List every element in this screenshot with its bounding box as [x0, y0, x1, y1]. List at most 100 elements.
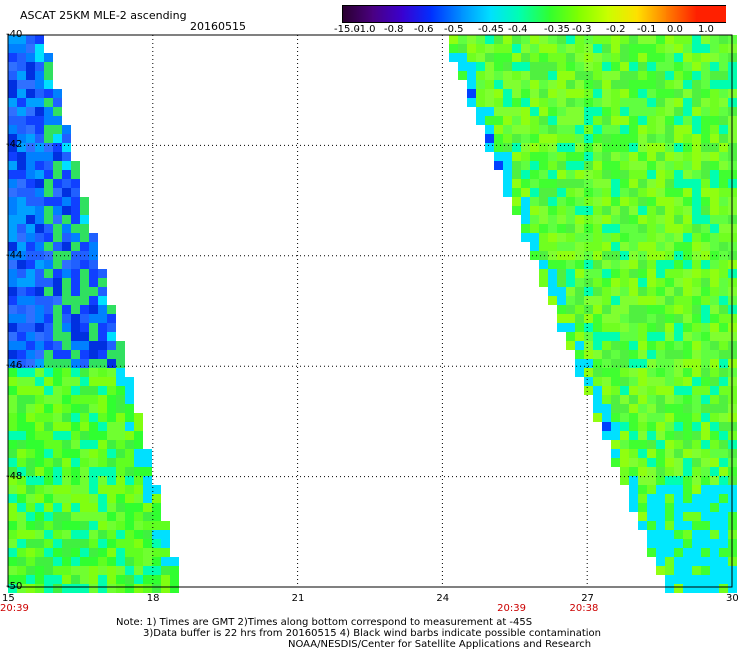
- swath-pixel: [683, 287, 692, 296]
- swath-pixel: [674, 125, 683, 134]
- swath-pixel: [107, 584, 116, 593]
- swath-pixel: [35, 278, 44, 287]
- swath-pixel: [692, 179, 701, 188]
- swath-pixel: [26, 161, 35, 170]
- swath-pixel: [692, 260, 701, 269]
- swath-pixel: [719, 89, 728, 98]
- swath-pixel: [710, 296, 719, 305]
- swath-pixel: [35, 395, 44, 404]
- swath-pixel: [17, 548, 26, 557]
- swath-pixel: [701, 314, 710, 323]
- swath-pixel: [512, 125, 521, 134]
- swath-pixel: [575, 251, 584, 260]
- swath-pixel: [593, 341, 602, 350]
- swath-pixel: [656, 458, 665, 467]
- swath-pixel: [26, 305, 35, 314]
- swath-pixel: [71, 179, 80, 188]
- swath-pixel: [89, 287, 98, 296]
- swath-pixel: [656, 143, 665, 152]
- swath-pixel: [611, 377, 620, 386]
- swath-pixel: [530, 134, 539, 143]
- swath-pixel: [701, 377, 710, 386]
- swath-pixel: [26, 377, 35, 386]
- swath-pixel: [62, 566, 71, 575]
- swath-pixel: [98, 431, 107, 440]
- swath-pixel: [89, 494, 98, 503]
- swath-pixel: [665, 386, 674, 395]
- swath-pixel: [665, 521, 674, 530]
- swath-pixel: [710, 548, 719, 557]
- swath-pixel: [647, 377, 656, 386]
- swath-pixel: [593, 35, 602, 44]
- swath-pixel: [89, 530, 98, 539]
- swath-pixel: [674, 368, 683, 377]
- swath-pixel: [665, 170, 674, 179]
- swath-pixel: [134, 458, 143, 467]
- swath-pixel: [89, 503, 98, 512]
- swath-pixel: [53, 98, 62, 107]
- swath-pixel: [593, 278, 602, 287]
- swath-pixel: [584, 323, 593, 332]
- swath-pixel: [26, 575, 35, 584]
- swath-pixel: [629, 143, 638, 152]
- swath-pixel: [107, 323, 116, 332]
- swath-pixel: [35, 71, 44, 80]
- swath-pixel: [548, 44, 557, 53]
- swath-pixel: [71, 548, 80, 557]
- swath-pixel: [539, 188, 548, 197]
- swath-pixel: [638, 422, 647, 431]
- swath-pixel: [674, 386, 683, 395]
- swath-pixel: [161, 584, 170, 593]
- swath-pixel: [620, 404, 629, 413]
- swath-pixel: [656, 188, 665, 197]
- swath-pixel: [602, 161, 611, 170]
- swath-pixel: [611, 125, 620, 134]
- swath-pixel: [575, 260, 584, 269]
- swath-pixel: [692, 386, 701, 395]
- swath-pixel: [116, 359, 125, 368]
- swath-pixel: [593, 233, 602, 242]
- swath-pixel: [512, 80, 521, 89]
- swath-pixel: [674, 152, 683, 161]
- swath-pixel: [44, 242, 53, 251]
- swath-pixel: [602, 359, 611, 368]
- swath-pixel: [638, 152, 647, 161]
- colorbar-segment: [578, 6, 609, 22]
- swath-pixel: [674, 143, 683, 152]
- swath-pixel: [656, 530, 665, 539]
- swath-pixel: [710, 107, 719, 116]
- swath-pixel: [71, 485, 80, 494]
- lon-tick-label: 21: [291, 593, 305, 604]
- swath-pixel: [8, 458, 17, 467]
- swath-pixel: [80, 296, 89, 305]
- swath-pixel: [692, 512, 701, 521]
- swath-pixel: [107, 359, 116, 368]
- swath-pixel: [53, 359, 62, 368]
- swath-pixel: [125, 530, 134, 539]
- swath-pixel: [611, 170, 620, 179]
- swath-pixel: [584, 368, 593, 377]
- swath-pixel: [602, 332, 611, 341]
- swath-pixel: [710, 89, 719, 98]
- swath-pixel: [719, 224, 728, 233]
- swath-pixel: [683, 476, 692, 485]
- swath-pixel: [134, 476, 143, 485]
- swath-pixel: [647, 314, 656, 323]
- swath-pixel: [125, 386, 134, 395]
- swath-pixel: [674, 251, 683, 260]
- colorbar-label: -0.4: [508, 24, 528, 35]
- swath-pixel: [35, 440, 44, 449]
- swath-pixel: [620, 161, 629, 170]
- swath-pixel: [44, 233, 53, 242]
- swath-pixel: [35, 377, 44, 386]
- swath-pixel: [89, 296, 98, 305]
- swath-pixel: [35, 35, 44, 44]
- swath-pixel: [683, 71, 692, 80]
- swath-pixel: [566, 134, 575, 143]
- swath-pixel: [17, 521, 26, 530]
- swath-pixel: [557, 323, 566, 332]
- swath-pixel: [656, 305, 665, 314]
- swath-pixel: [665, 260, 674, 269]
- swath-pixel: [53, 413, 62, 422]
- swath-pixel: [26, 80, 35, 89]
